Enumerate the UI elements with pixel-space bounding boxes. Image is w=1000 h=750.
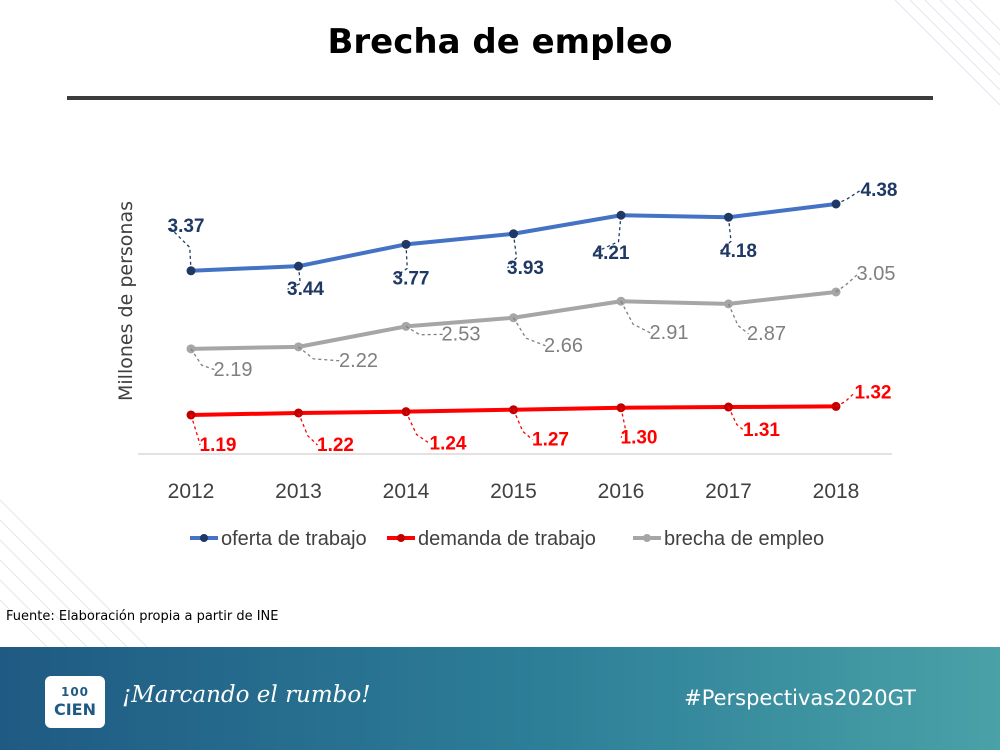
x-tick-2013: 2013 xyxy=(275,480,322,503)
oferta-leader-2013 xyxy=(287,266,301,290)
oferta-label-2014: 3.77 xyxy=(393,268,430,289)
x-tick-2017: 2017 xyxy=(705,480,752,503)
legend-item-demanda: demanda de trabajo xyxy=(387,528,596,550)
x-tick-2016: 2016 xyxy=(598,480,645,503)
x-tick-2012: 2012 xyxy=(168,480,215,503)
brecha-leader-2017 xyxy=(727,303,749,335)
oferta-leader-2012 xyxy=(167,225,192,271)
demanda-leader-2015 xyxy=(512,409,533,441)
legend-marker-oferta xyxy=(200,534,208,542)
x-tick-2014: 2014 xyxy=(383,480,430,503)
brecha-label-2018: 3.05 xyxy=(857,263,896,285)
brecha-label-2015: 2.66 xyxy=(544,335,583,357)
legend-label-demanda: demanda de trabajo xyxy=(418,528,596,550)
brecha-label-2014: 2.53 xyxy=(442,323,481,345)
brecha-leader-2013 xyxy=(298,346,341,362)
title-divider xyxy=(67,96,933,100)
demanda-label-2017: 1.31 xyxy=(743,420,780,441)
demanda-leader-2017 xyxy=(727,406,744,431)
oferta-leader-2014 xyxy=(392,244,408,279)
source-note: Fuente: Elaboración propia a partir de I… xyxy=(6,609,279,624)
slogan: ¡Marcando el rumbo! xyxy=(122,682,371,708)
oferta-point-2017 xyxy=(724,212,733,222)
brecha-leader-2015 xyxy=(512,317,546,347)
legend-item-oferta: oferta de trabajo xyxy=(190,528,367,550)
demanda-leader-2018 xyxy=(835,391,856,407)
chart-panel xyxy=(92,123,908,523)
logo-line-1: 100 xyxy=(60,685,90,699)
x-tick-2018: 2018 xyxy=(813,480,860,503)
brecha-leader-2012 xyxy=(190,348,216,371)
slide-title: Brecha de empleo xyxy=(327,22,673,62)
demanda-label-2016: 1.30 xyxy=(621,428,658,449)
oferta-label-2017: 4.18 xyxy=(720,241,757,262)
brecha-leader-2018 xyxy=(835,273,859,293)
demanda-leader-2014 xyxy=(405,411,431,445)
oferta-label-2012: 3.37 xyxy=(168,216,205,237)
demanda-leader-2013 xyxy=(297,412,318,446)
footer-banner xyxy=(0,647,1000,750)
logo-line-2: CIEN xyxy=(53,700,96,719)
brecha-label-2017: 2.87 xyxy=(747,323,786,345)
oferta-leader-2016 xyxy=(592,215,622,254)
oferta-label-2013: 3.44 xyxy=(287,279,324,300)
demanda-label-2013: 1.22 xyxy=(317,435,354,456)
demanda-label-2018: 1.32 xyxy=(855,382,892,403)
hashtag: #Perspectivas2020GT xyxy=(684,686,916,710)
brecha-point-2013 xyxy=(294,342,303,352)
brecha-label-2013: 2.22 xyxy=(339,350,378,372)
line-chart: Millones de personas 3.37 3.44 3.77 3.93 4.2… xyxy=(115,180,898,550)
series-demanda: 1.19 1.22 1.24 1.27 1.30 1.31 1.32 xyxy=(186,382,892,456)
oferta-label-2016: 4.21 xyxy=(593,243,630,264)
demanda-label-2012: 1.19 xyxy=(200,435,237,456)
legend: oferta de trabajo demanda de trabajo brech… xyxy=(190,528,824,550)
x-tick-labels: 2012 2013 2014 2015 2016 2017 2018 xyxy=(168,480,860,503)
demanda-leader-2016 xyxy=(620,407,627,439)
x-tick-2015: 2015 xyxy=(490,480,537,503)
legend-label-oferta: oferta de trabajo xyxy=(221,528,367,550)
legend-label-brecha: brecha de empleo xyxy=(664,528,824,550)
oferta-point-2014 xyxy=(401,239,411,249)
series-layer: 3.37 3.44 3.77 3.93 4.21 4.18 4.38 1.19 1.22 1.24… xyxy=(168,180,898,456)
oferta-leader-2015 xyxy=(507,233,518,269)
oferta-label-2018: 4.38 xyxy=(861,180,898,201)
series-oferta: 3.37 3.44 3.77 3.93 4.21 4.18 4.38 xyxy=(168,180,898,300)
oferta-label-2015: 3.93 xyxy=(507,258,544,279)
series-brecha: 2.19 2.22 2.53 2.66 2.91 2.87 3.05 xyxy=(186,263,896,381)
demanda-label-2014: 1.24 xyxy=(430,434,467,455)
oferta-leader-2017 xyxy=(720,217,732,252)
oferta-point-2015 xyxy=(509,229,518,239)
legend-item-brecha: brecha de empleo xyxy=(633,528,824,550)
legend-marker-demanda xyxy=(397,534,405,542)
y-axis-label: Millones de personas xyxy=(115,201,137,401)
brecha-leader-2014 xyxy=(405,325,444,336)
demanda-leader-2012 xyxy=(190,414,201,446)
brecha-label-2016: 2.91 xyxy=(650,322,689,344)
cien-logo: 100 CIEN xyxy=(45,676,105,728)
brecha-leader-2016 xyxy=(620,300,652,334)
demanda-label-2015: 1.27 xyxy=(532,430,569,451)
legend-marker-brecha xyxy=(643,534,651,542)
brecha-label-2012: 2.19 xyxy=(214,359,253,381)
